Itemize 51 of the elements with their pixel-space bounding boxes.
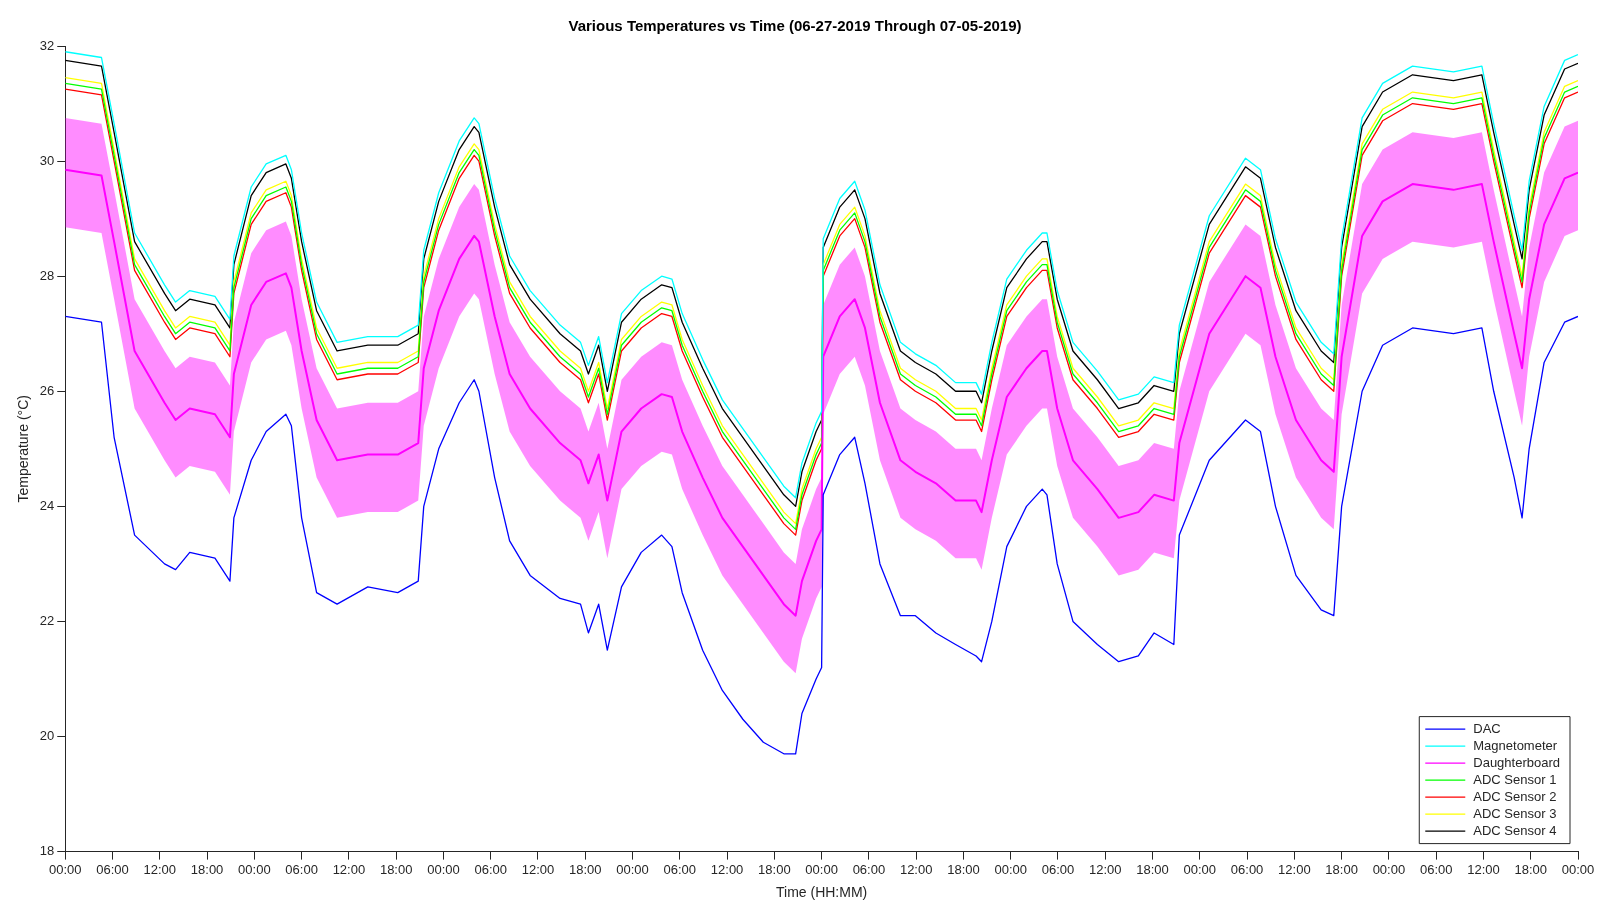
x-tick-label: 06:00 bbox=[1041, 861, 1075, 877]
x-tick-label: 12:00 bbox=[332, 861, 366, 877]
y-axis-title: Temperature (°C) bbox=[15, 395, 32, 503]
legend-label: ADC Sensor 4 bbox=[1473, 822, 1557, 838]
chart-title: Various Temperatures vs Time (06-27-2019 Through 07-05-2019) bbox=[568, 17, 1022, 35]
x-tick-label: 00:00 bbox=[1561, 861, 1595, 877]
x-tick-label: 18:00 bbox=[1325, 861, 1358, 877]
legend-label: Magnetometer bbox=[1473, 737, 1558, 753]
x-tick-label: 12:00 bbox=[1278, 861, 1311, 877]
x-tick-label: 00:00 bbox=[48, 861, 82, 877]
x-tick-label: 12:00 bbox=[1089, 861, 1122, 877]
x-tick-label: 12:00 bbox=[1467, 861, 1500, 877]
x-tick-label: 06:00 bbox=[1419, 861, 1453, 877]
x-tick-label: 18:00 bbox=[379, 861, 413, 877]
x-axis-title: Time (HH:MM) bbox=[776, 884, 868, 901]
x-tick-label: 06:00 bbox=[474, 861, 507, 877]
x-tick-label: 06:00 bbox=[285, 861, 318, 877]
x-tick-label: 18:00 bbox=[947, 861, 980, 877]
x-tick-label: 00:00 bbox=[1372, 861, 1406, 877]
x-tick-label: 00:00 bbox=[1183, 861, 1217, 877]
legend-label: ADC Sensor 1 bbox=[1473, 771, 1557, 787]
y-tick-label: 18 bbox=[39, 843, 55, 859]
y-tick-label: 24 bbox=[39, 497, 55, 513]
x-tick-label: 00:00 bbox=[616, 861, 649, 877]
x-tick-label: 06:00 bbox=[1230, 861, 1264, 877]
legend-label: ADC Sensor 2 bbox=[1473, 788, 1557, 804]
y-tick-label: 26 bbox=[39, 382, 55, 398]
y-tick-label: 32 bbox=[39, 37, 55, 53]
x-tick-label: 12:00 bbox=[143, 861, 177, 877]
x-tick-label: 00:00 bbox=[238, 861, 271, 877]
legend-label: ADC Sensor 3 bbox=[1473, 805, 1557, 821]
x-tick-label: 06:00 bbox=[663, 861, 697, 877]
x-tick-label: 18:00 bbox=[568, 861, 602, 877]
x-tick-label: 00:00 bbox=[994, 861, 1027, 877]
y-tick-label: 22 bbox=[39, 613, 55, 629]
x-tick-label: 12:00 bbox=[710, 861, 744, 877]
y-tick-label: 28 bbox=[39, 267, 55, 283]
x-tick-label: 18:00 bbox=[190, 861, 224, 877]
y-tick-label: 30 bbox=[39, 152, 55, 168]
x-tick-label: 12:00 bbox=[521, 861, 555, 877]
x-tick-label: 06:00 bbox=[852, 861, 886, 877]
x-tick-label: 12:00 bbox=[899, 861, 933, 877]
x-tick-label: 00:00 bbox=[427, 861, 460, 877]
legend-label: Daughterboard bbox=[1473, 754, 1561, 770]
y-tick-label: 20 bbox=[39, 728, 55, 744]
x-tick-label: 18:00 bbox=[1514, 861, 1547, 877]
x-tick-label: 06:00 bbox=[96, 861, 129, 877]
x-tick-label: 18:00 bbox=[758, 861, 791, 877]
x-tick-label: 18:00 bbox=[1136, 861, 1169, 877]
x-tick-label: 00:00 bbox=[805, 861, 838, 877]
legend-label: DAC bbox=[1473, 720, 1501, 736]
